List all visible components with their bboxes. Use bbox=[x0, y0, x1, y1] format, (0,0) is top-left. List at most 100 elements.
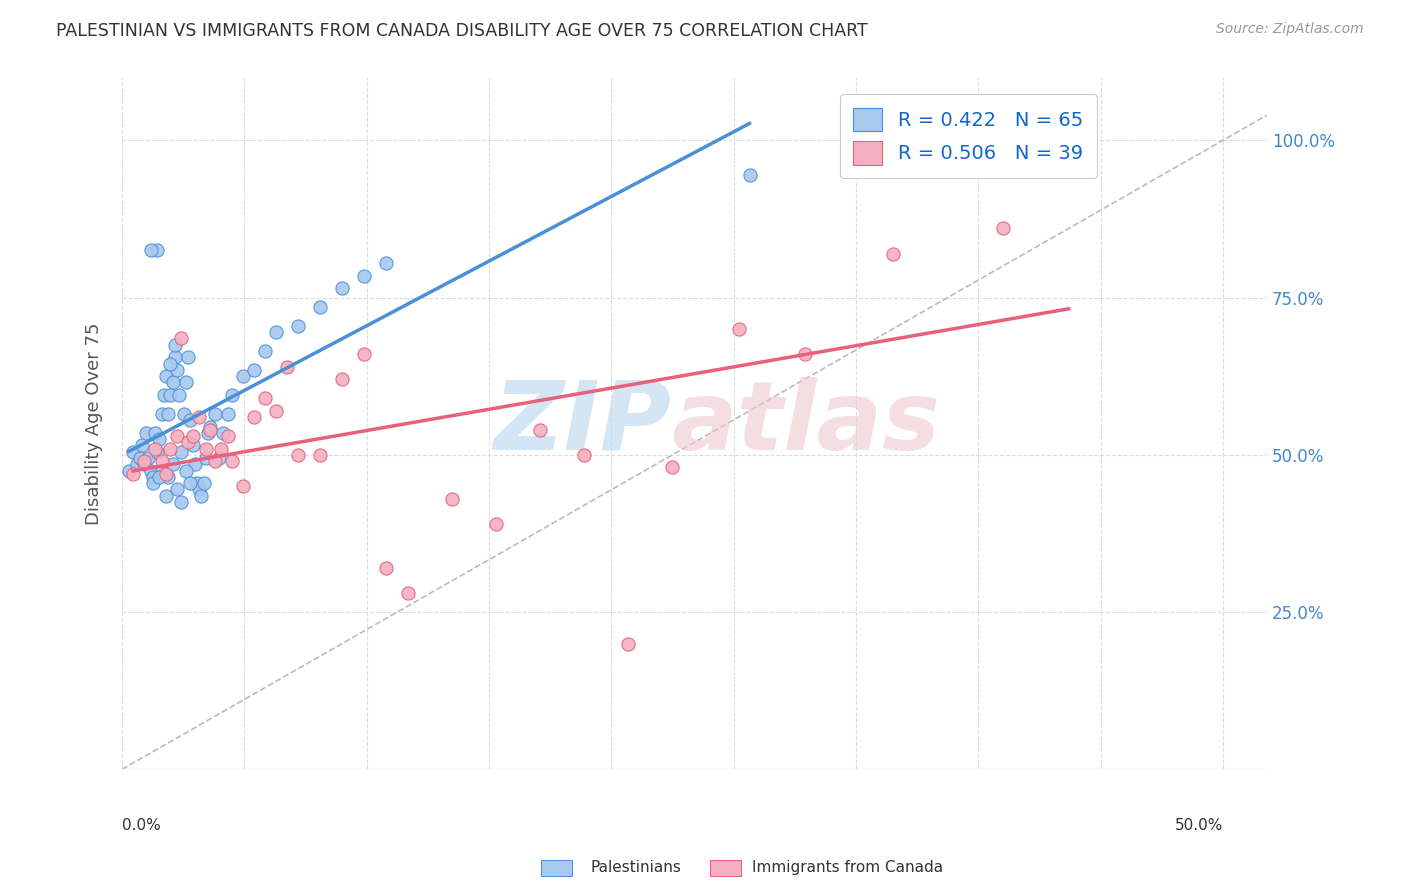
Point bbox=[122, 444, 145, 458]
Point bbox=[155, 467, 177, 481]
Point bbox=[209, 442, 232, 456]
Point bbox=[375, 561, 398, 575]
Point bbox=[135, 425, 157, 440]
Point bbox=[194, 442, 217, 456]
Point bbox=[330, 372, 353, 386]
Point bbox=[153, 388, 176, 402]
Point bbox=[150, 407, 173, 421]
Point bbox=[159, 388, 181, 402]
Point bbox=[243, 410, 266, 425]
Text: Immigrants from Canada: Immigrants from Canada bbox=[752, 860, 943, 874]
Point bbox=[181, 429, 204, 443]
Point bbox=[163, 337, 186, 351]
Point bbox=[174, 464, 197, 478]
Point bbox=[574, 448, 596, 462]
Point bbox=[276, 359, 298, 374]
Point bbox=[217, 407, 239, 421]
Point bbox=[146, 244, 169, 258]
Point bbox=[118, 464, 141, 478]
Point bbox=[232, 369, 254, 384]
Text: 50.0%: 50.0% bbox=[1174, 818, 1223, 833]
Point bbox=[232, 479, 254, 493]
Point bbox=[170, 331, 193, 345]
Point bbox=[738, 168, 761, 182]
Point bbox=[132, 454, 155, 468]
Text: PALESTINIAN VS IMMIGRANTS FROM CANADA DISABILITY AGE OVER 75 CORRELATION CHART: PALESTINIAN VS IMMIGRANTS FROM CANADA DI… bbox=[56, 22, 868, 40]
Point bbox=[157, 470, 180, 484]
Point bbox=[485, 516, 508, 531]
Point bbox=[155, 489, 177, 503]
Point bbox=[174, 376, 197, 390]
Point bbox=[617, 636, 640, 650]
Point bbox=[661, 460, 683, 475]
Point bbox=[148, 470, 170, 484]
Point bbox=[529, 423, 551, 437]
Point bbox=[169, 388, 191, 402]
Point bbox=[353, 268, 375, 283]
Point bbox=[243, 363, 266, 377]
Point bbox=[330, 281, 353, 295]
Point bbox=[143, 425, 166, 440]
Point bbox=[204, 407, 226, 421]
Point bbox=[162, 457, 184, 471]
Point bbox=[186, 476, 208, 491]
Point bbox=[155, 369, 177, 384]
Point bbox=[157, 407, 180, 421]
Point bbox=[179, 413, 201, 427]
Point bbox=[882, 246, 904, 260]
Point bbox=[138, 450, 160, 465]
Point bbox=[181, 438, 204, 452]
Point bbox=[166, 483, 188, 497]
Point bbox=[727, 322, 749, 336]
Point bbox=[309, 300, 332, 314]
Point bbox=[183, 457, 205, 471]
Point bbox=[170, 444, 193, 458]
Point bbox=[197, 425, 219, 440]
Legend: R = 0.422   N = 65, R = 0.506   N = 39: R = 0.422 N = 65, R = 0.506 N = 39 bbox=[839, 94, 1097, 178]
Point bbox=[132, 457, 155, 471]
Point bbox=[162, 376, 184, 390]
Point bbox=[264, 404, 287, 418]
Y-axis label: Disability Age Over 75: Disability Age Over 75 bbox=[86, 322, 103, 524]
Point bbox=[287, 448, 309, 462]
Point bbox=[143, 442, 166, 456]
Point bbox=[991, 221, 1014, 235]
Point bbox=[142, 470, 165, 484]
Point bbox=[198, 423, 221, 437]
Point bbox=[287, 318, 309, 333]
Point bbox=[793, 347, 815, 361]
Point bbox=[159, 357, 181, 371]
Point bbox=[188, 483, 211, 497]
Point bbox=[254, 344, 277, 359]
Point bbox=[139, 464, 162, 478]
Point bbox=[221, 454, 243, 468]
Point bbox=[208, 450, 231, 465]
Point bbox=[166, 363, 188, 377]
Point bbox=[217, 429, 239, 443]
Point bbox=[127, 457, 149, 471]
Point bbox=[179, 476, 201, 491]
Point bbox=[150, 464, 173, 478]
Point bbox=[254, 391, 277, 405]
Point bbox=[170, 495, 193, 509]
Point bbox=[309, 448, 332, 462]
Point bbox=[375, 256, 398, 270]
Point bbox=[177, 435, 200, 450]
Point bbox=[173, 407, 195, 421]
Point bbox=[163, 351, 186, 365]
Point bbox=[122, 467, 145, 481]
Point bbox=[159, 442, 181, 456]
Point bbox=[148, 432, 170, 446]
Point bbox=[131, 438, 153, 452]
Point bbox=[1057, 159, 1080, 173]
Text: ZIP: ZIP bbox=[494, 377, 672, 470]
Point bbox=[193, 476, 215, 491]
Point bbox=[166, 429, 188, 443]
Point bbox=[188, 410, 211, 425]
Point bbox=[204, 454, 226, 468]
Point bbox=[441, 491, 464, 506]
Point bbox=[264, 325, 287, 339]
Point bbox=[146, 444, 169, 458]
Text: Palestinians: Palestinians bbox=[591, 860, 682, 874]
Point bbox=[194, 450, 217, 465]
